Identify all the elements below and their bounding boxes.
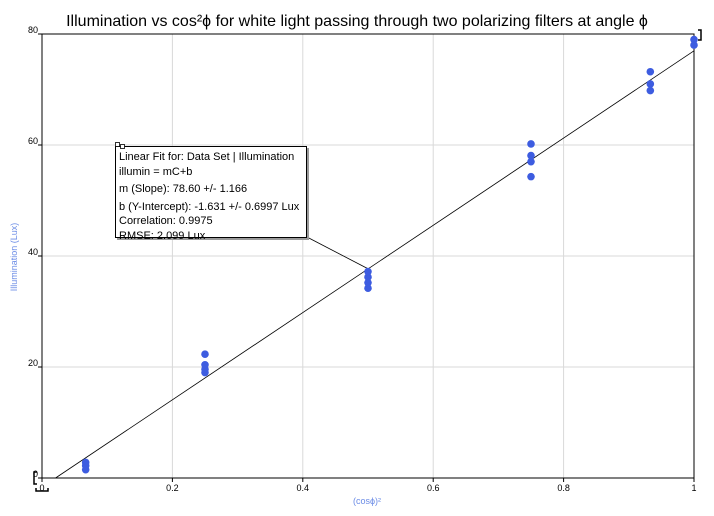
- data-point: [690, 35, 698, 44]
- annotation-options-icon[interactable]: [115, 142, 125, 150]
- data-points: [81, 35, 698, 474]
- x-tick-label: 0.2: [166, 483, 179, 493]
- x-axis-label: (cosϕ)²: [353, 496, 381, 506]
- x-tick-label: 0.8: [557, 483, 570, 493]
- data-point: [364, 273, 372, 281]
- y-tick-label: 20: [28, 358, 38, 368]
- x-axis-bracket: [35, 488, 49, 492]
- linear-fit-annotation[interactable]: Linear Fit for: Data Set | Illumination …: [115, 142, 307, 242]
- data-point: [690, 41, 698, 49]
- x-tick-label: 1: [691, 483, 696, 493]
- annotation-line: Correlation: 0.9975: [119, 215, 213, 227]
- y-axis: 0 20 40 60 80: [28, 25, 42, 479]
- y-axis-bracket: [33, 471, 37, 485]
- annotation-line: Linear Fit for: Data Set | Illumination: [119, 151, 295, 163]
- data-point: [646, 86, 655, 95]
- chart-title: Illumination vs cos²ϕ for white light pa…: [66, 13, 648, 30]
- y-tick-label: 0: [33, 469, 38, 479]
- annotation-line: m (Slope): 78.60 +/- 1.166: [119, 183, 248, 195]
- data-point: [646, 80, 655, 88]
- linear-fit-line: [55, 50, 695, 479]
- data-point: [201, 360, 209, 369]
- annotation-line: RMSE: 2.099 Lux: [119, 229, 206, 242]
- x-tick-label: 0.4: [297, 483, 310, 493]
- data-point: [527, 140, 535, 148]
- data-point: [527, 172, 535, 181]
- y-tick-label: 60: [28, 136, 38, 146]
- grid: [41, 33, 695, 479]
- annotation-line: b (Y-Intercept): -1.631 +/- 0.6997 Lux: [119, 200, 300, 213]
- right-top-bracket: [698, 29, 702, 41]
- x-axis: 0 0.2 0.4 0.6 0.8 1: [39, 478, 697, 493]
- data-point: [527, 157, 535, 166]
- data-point: [364, 267, 372, 276]
- x-tick-label: 0: [39, 483, 44, 493]
- x-tick-label: 0.6: [427, 483, 440, 493]
- y-tick-label: 40: [28, 247, 38, 257]
- annotation-line: illumin = mC+b: [119, 165, 193, 178]
- data-point: [364, 284, 372, 292]
- data-point: [81, 458, 90, 467]
- y-axis-label: Illumination (Lux): [9, 223, 19, 292]
- data-point: [201, 350, 209, 359]
- data-point: [527, 151, 535, 160]
- annotation-leader-line: [304, 235, 369, 270]
- y-tick-label: 80: [28, 25, 38, 35]
- data-point: [364, 278, 372, 287]
- data-point: [646, 67, 655, 76]
